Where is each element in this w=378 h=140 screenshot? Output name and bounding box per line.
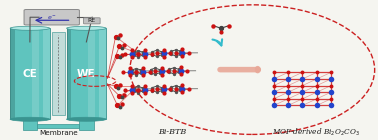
Bar	[67, 28, 106, 119]
FancyBboxPatch shape	[24, 10, 79, 25]
Bar	[67, 28, 71, 119]
Ellipse shape	[67, 26, 106, 30]
Text: Membrane: Membrane	[39, 130, 77, 136]
Ellipse shape	[67, 117, 106, 121]
Bar	[51, 32, 65, 115]
FancyArrowPatch shape	[220, 69, 258, 71]
Bar	[37, 124, 79, 128]
Bar	[99, 28, 106, 119]
Bar	[32, 28, 39, 119]
Text: Workstation: Workstation	[34, 13, 69, 18]
Text: CE: CE	[23, 69, 37, 79]
Bar	[43, 28, 50, 119]
Text: $e^-$: $e^-$	[46, 14, 57, 22]
Text: RE: RE	[88, 18, 96, 23]
Bar	[79, 118, 93, 130]
Bar	[23, 118, 37, 130]
FancyBboxPatch shape	[84, 18, 100, 24]
Text: Bi-BTB: Bi-BTB	[158, 128, 186, 136]
Text: WE: WE	[77, 69, 96, 79]
Bar	[10, 28, 15, 119]
Bar	[10, 28, 50, 119]
FancyArrowPatch shape	[212, 39, 222, 46]
Bar	[88, 28, 96, 119]
Ellipse shape	[10, 26, 50, 30]
Text: MOF-derived Bi$_2$O$_2$CO$_3$: MOF-derived Bi$_2$O$_2$CO$_3$	[273, 127, 360, 138]
Ellipse shape	[10, 117, 50, 121]
